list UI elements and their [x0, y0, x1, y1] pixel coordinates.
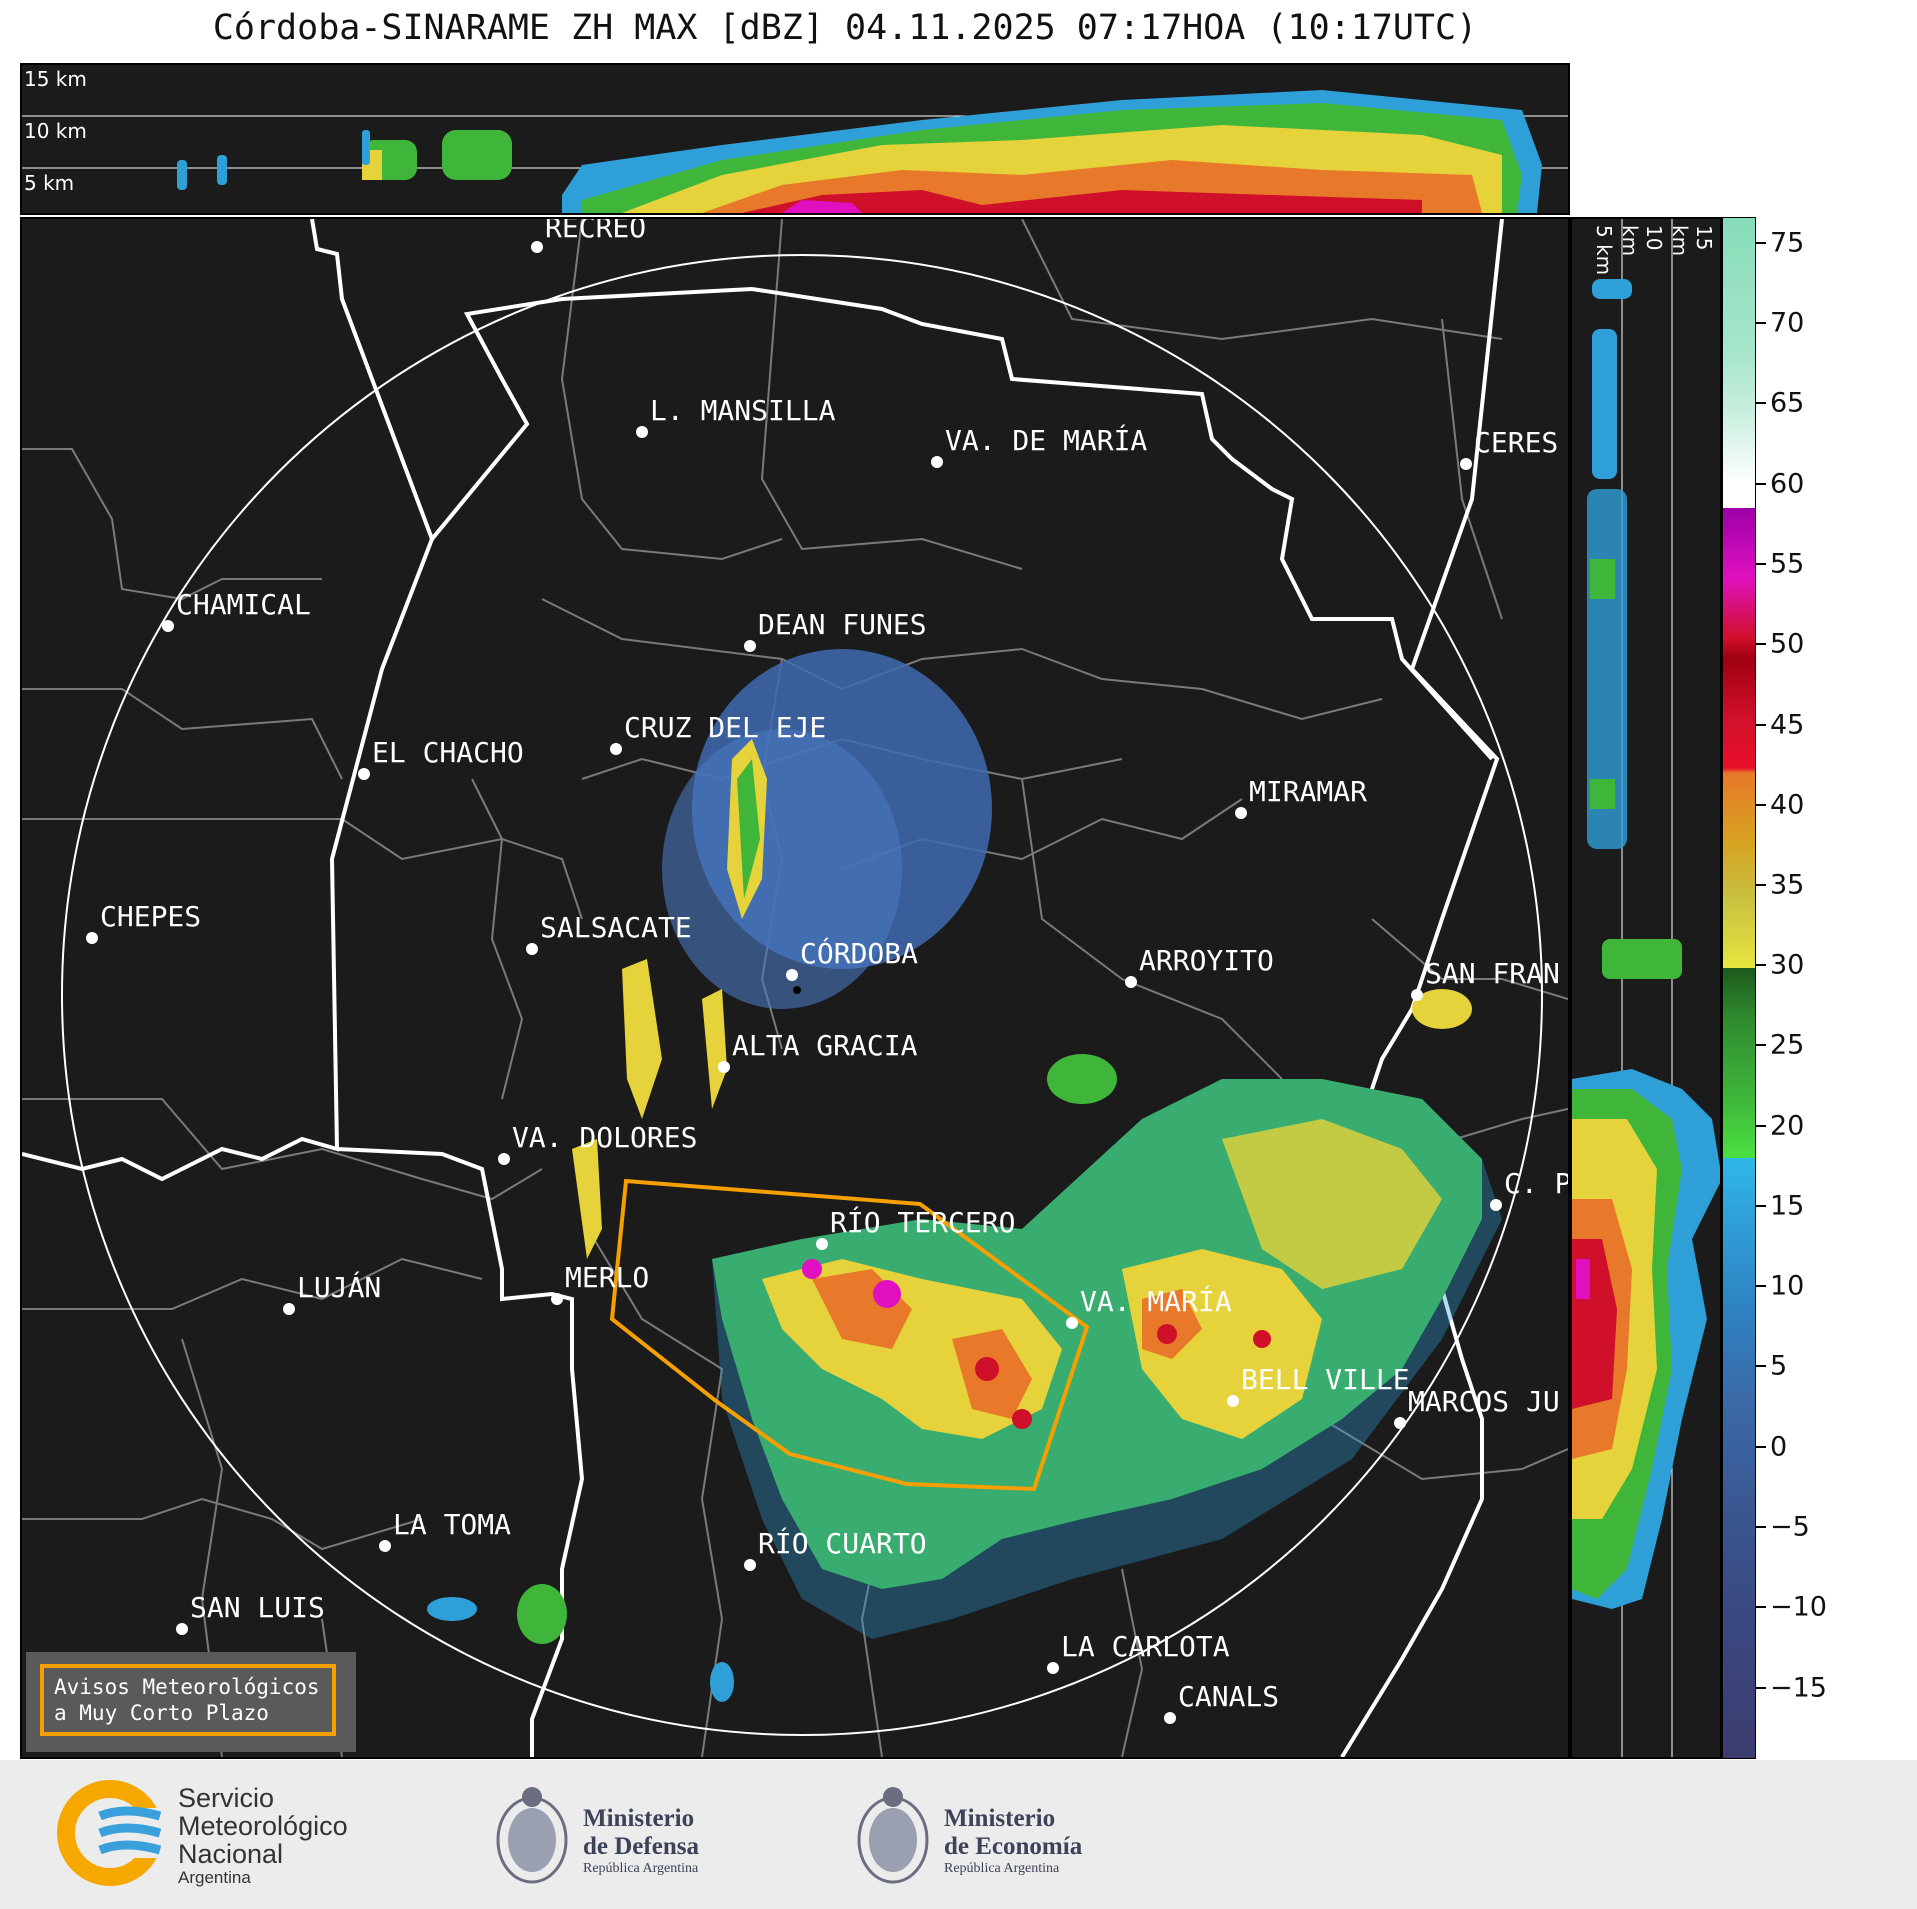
city-label: LA CARLOTA — [1061, 1630, 1230, 1663]
smn-name-line-2: Meteorológico — [178, 1811, 348, 1841]
side-cross-section: 5 km 10 km 15 km — [1570, 217, 1722, 1759]
radar-map-graphics — [22, 219, 1568, 1757]
colorbar-label: 40 — [1770, 789, 1805, 821]
smn-logo-icon — [57, 1780, 185, 1886]
colorbar-label: 70 — [1770, 307, 1805, 339]
altitude-label-5km: 5 km — [24, 171, 75, 195]
colorbar-label: −10 — [1770, 1591, 1827, 1623]
city-label: MIRAMAR — [1249, 775, 1368, 808]
colorbar-label: 60 — [1770, 468, 1805, 500]
defensa-line-3: República Argentina — [583, 1861, 699, 1876]
city-label: SALSACATE — [540, 911, 692, 944]
colorbar-label: −5 — [1770, 1511, 1810, 1543]
colorbar-label: 45 — [1770, 709, 1805, 741]
legend-line-1: Avisos Meteorológicos — [54, 1675, 320, 1699]
economia-shield-icon — [857, 1787, 929, 1884]
footer-logos: Servicio Meteorológico Nacional Argentin… — [0, 1760, 1917, 1909]
colorbar-label: 0 — [1770, 1431, 1788, 1463]
smn-name-line-3: Nacional — [178, 1839, 284, 1869]
side-altitude-15km: 15 km — [1668, 225, 1716, 257]
city-label: CRUZ DEL EJE — [624, 711, 827, 744]
city-label: DEAN FUNES — [758, 608, 927, 641]
city-label: C. P — [1504, 1167, 1570, 1200]
economia-line-1: Ministerio — [944, 1805, 1056, 1832]
top-cross-section: 15 km 10 km 5 km — [20, 63, 1570, 215]
colorbar-label: 10 — [1770, 1270, 1805, 1302]
colorbar-label: 25 — [1770, 1029, 1805, 1061]
city-label: ARROYITO — [1139, 944, 1274, 977]
colorbar-label: 15 — [1770, 1190, 1805, 1222]
defensa-line-2: de Defensa — [583, 1833, 699, 1860]
city-label: RÍO CUARTO — [758, 1527, 927, 1560]
city-label: CANALS — [1178, 1680, 1280, 1713]
city-label: MARCOS JU — [1408, 1385, 1560, 1418]
colorbar-label: 35 — [1770, 869, 1805, 901]
colorbar-label: 30 — [1770, 949, 1805, 981]
defensa-shield-icon — [496, 1787, 568, 1884]
colorbar-label: 65 — [1770, 387, 1805, 419]
defensa-line-1: Ministerio — [583, 1805, 695, 1832]
city-label: CHAMICAL — [176, 588, 311, 621]
economia-line-2: de Economía — [944, 1833, 1083, 1860]
map-title: Córdoba-SINARAME ZH MAX [dBZ] 04.11.2025… — [212, 8, 1478, 48]
city-label: RECREO — [545, 217, 647, 244]
colorbar-label: 5 — [1770, 1350, 1788, 1382]
colorbar-label: 50 — [1770, 628, 1805, 660]
city-label: CERES — [1474, 426, 1559, 459]
radar-map: RECREO L. MANSILLA VA. DE MARÍA CERES CH… — [20, 217, 1570, 1759]
colorbar-label: 55 — [1770, 548, 1805, 580]
city-label: VA. DE MARÍA — [945, 424, 1148, 457]
legend-line-2: a Muy Corto Plazo — [54, 1701, 269, 1725]
warnings-legend: Avisos Meteorológicos a Muy Corto Plazo — [26, 1652, 356, 1752]
city-label: SAN FRAN — [1425, 957, 1560, 990]
city-label: CÓRDOBA — [800, 937, 919, 970]
smn-name-line-1: Servicio — [178, 1783, 275, 1813]
economia-line-3: República Argentina — [944, 1861, 1060, 1876]
city-label: L. MANSILLA — [650, 394, 836, 427]
city-label: ALTA GRACIA — [732, 1029, 918, 1062]
city-label: LA TOMA — [393, 1508, 512, 1541]
city-label: SAN LUIS — [190, 1591, 325, 1624]
side-altitude-5km: 5 km — [1592, 225, 1616, 276]
dbz-colorbar — [1722, 217, 1756, 1759]
colorbar-label: 75 — [1770, 227, 1805, 259]
city-label: VA. DOLORES — [512, 1121, 698, 1154]
city-label: BELL VILLE — [1241, 1363, 1410, 1396]
side-altitude-10km: 10 km — [1618, 225, 1666, 257]
city-label: LUJÁN — [297, 1271, 382, 1304]
colorbar-label: −15 — [1770, 1672, 1827, 1704]
altitude-label-15km: 15 km — [24, 67, 87, 91]
city-label: MERLO — [565, 1261, 650, 1294]
smn-name-line-4: Argentina — [178, 1868, 251, 1887]
colorbar-label: 20 — [1770, 1110, 1805, 1142]
city-label: EL CHACHO — [372, 736, 524, 769]
altitude-label-10km: 10 km — [24, 119, 87, 143]
city-label: CHEPES — [100, 900, 202, 933]
city-label: VA. MARÍA — [1080, 1285, 1232, 1318]
city-label: RÍO TERCERO — [830, 1206, 1016, 1239]
